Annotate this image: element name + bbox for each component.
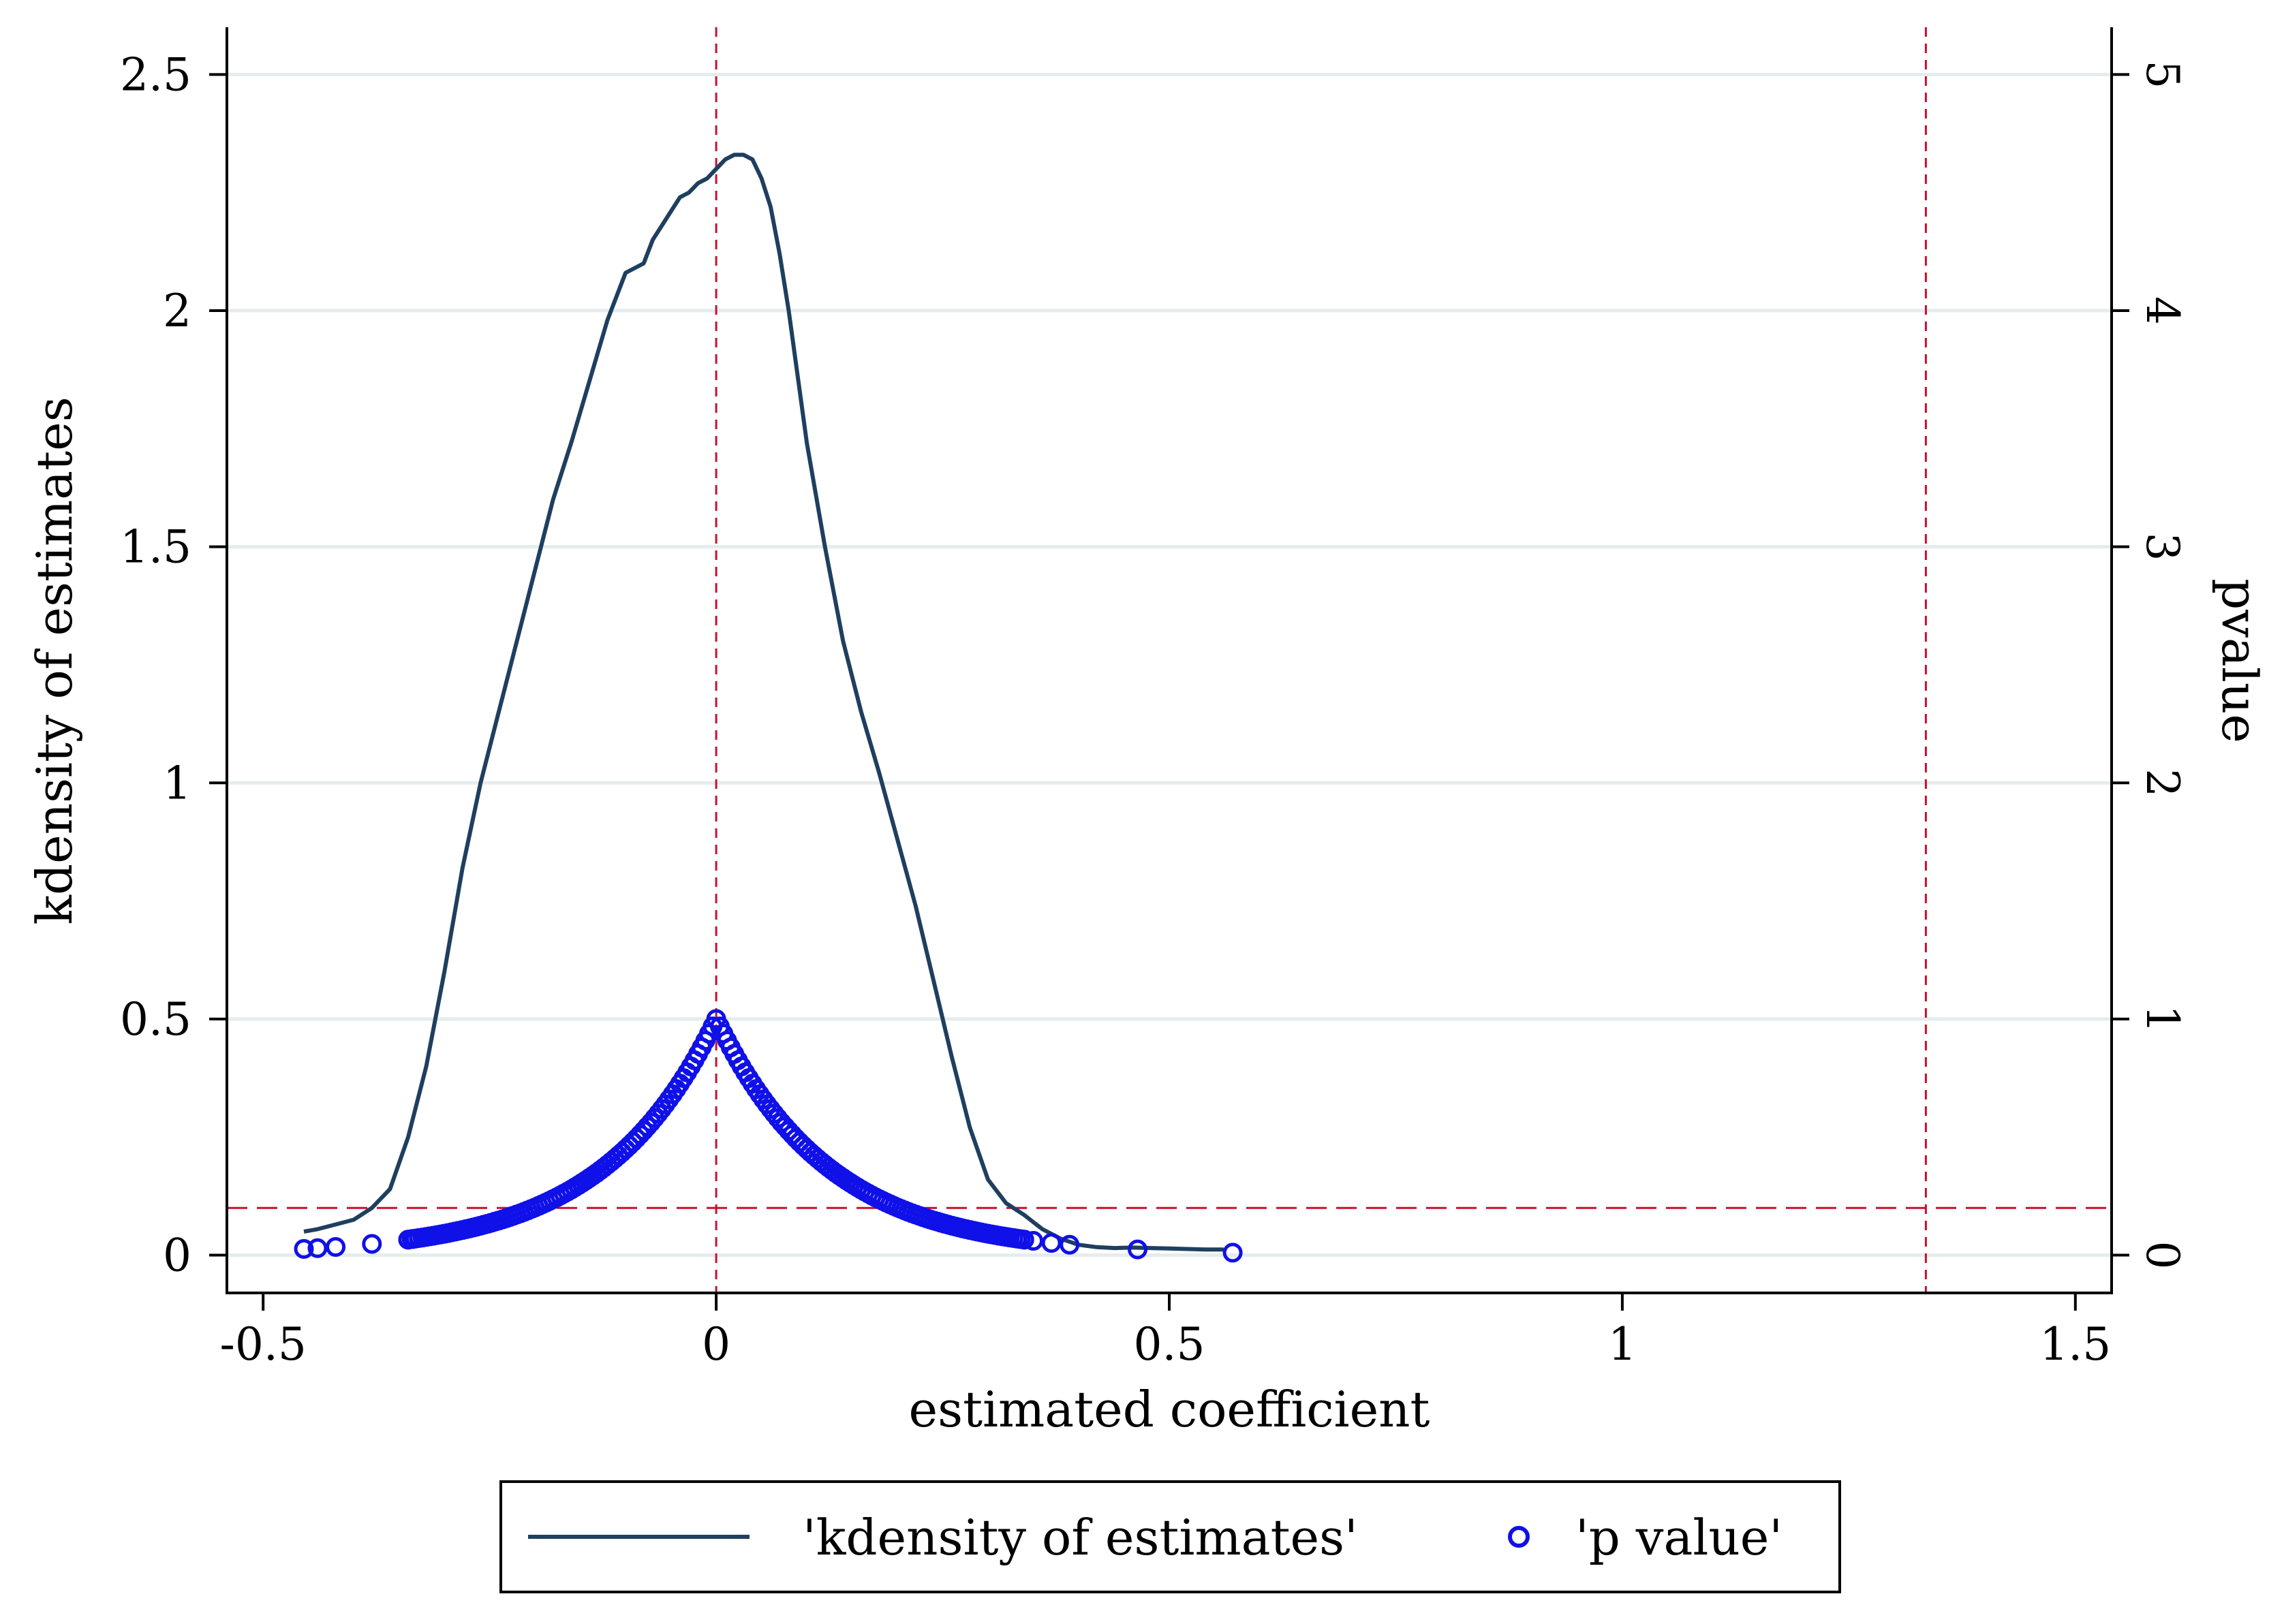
y-right-tick-label: 1: [2136, 1005, 2189, 1033]
pvalue-point: [362, 1234, 382, 1254]
pvalue-point: [1222, 1243, 1243, 1263]
x-tick-label: 1: [1608, 1318, 1637, 1371]
legend: 'kdensity of estimates' 'p value': [499, 1480, 1841, 1593]
pvalue-point: [1128, 1239, 1147, 1260]
x-tick-label: -0.5: [220, 1318, 307, 1371]
pvalue-point: [1014, 1230, 1034, 1250]
y-left-tick-label: 1.5: [120, 521, 191, 574]
x-tick-label: 0.5: [1134, 1318, 1205, 1371]
y-right-tick-label: 4: [2136, 296, 2189, 325]
legend-pvalue-label: 'p value': [1575, 1509, 1783, 1566]
pvalue-point: [326, 1237, 346, 1257]
legend-kdensity-label: 'kdensity of estimates': [803, 1509, 1358, 1566]
y-right-tick-label: 0: [2136, 1241, 2189, 1270]
y-right-tick-label: 5: [2136, 60, 2189, 89]
x-axis-title: estimated coefficient: [909, 1381, 1430, 1438]
kdensity-line: [303, 153, 1224, 1252]
y-left-tick-label: 0.5: [120, 993, 191, 1046]
y-axis-left-title: kdensity of estimates: [26, 396, 83, 924]
y-right-tick-label: 3: [2136, 533, 2189, 561]
pvalue-point: [1023, 1231, 1043, 1251]
x-tick-label: 0: [702, 1318, 730, 1371]
y-left-tick-label: 2: [163, 285, 191, 337]
pvalue-point: [1060, 1234, 1080, 1255]
ticks: -0.5 0 0.5 1 1.5 0 0.5 1 1.5 2 2.5 0 1 2 3 4 5: [120, 48, 2189, 1371]
pvalue-point: [307, 1238, 328, 1258]
x-tick-label: 1.5: [2039, 1318, 2111, 1371]
y-right-tick-label: 2: [2136, 768, 2189, 797]
y-left-tick-label: 0: [163, 1230, 191, 1282]
kdensity-series: [303, 153, 1224, 1252]
pvalue-point: [1041, 1233, 1062, 1253]
y-left-tick-label: 2.5: [120, 48, 191, 101]
pvalue-point: [294, 1238, 314, 1259]
y-left-tick-label: 1: [163, 757, 191, 809]
pvalue-series: [294, 1009, 1243, 1263]
legend-pvalue-marker: [1508, 1526, 1530, 1548]
y-axis-right-title: pvalue: [2211, 578, 2268, 743]
pvalue-point: [403, 1229, 423, 1249]
